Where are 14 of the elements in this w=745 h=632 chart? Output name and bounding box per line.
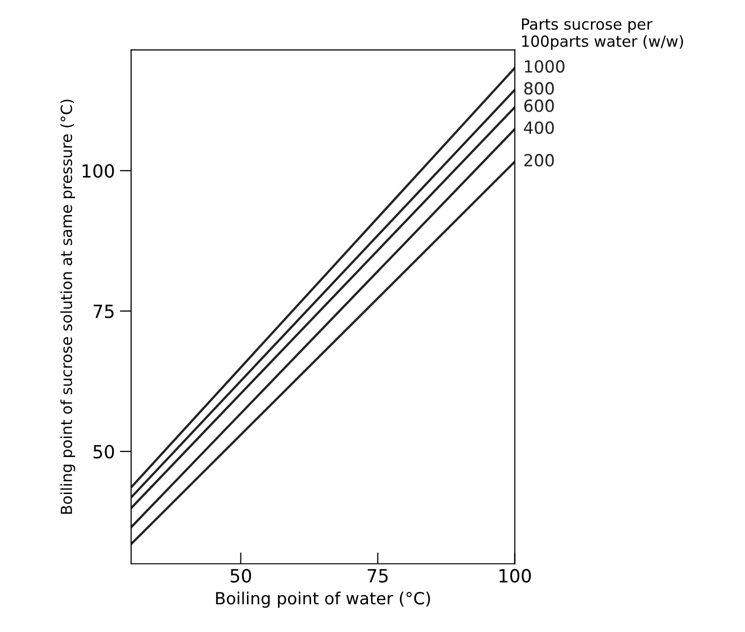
y-axis-title: Boiling point of sucrose solution at same pressure (°C)	[60, 100, 76, 514]
legend-title: Parts sucrose per 100parts water (w/w)	[522, 18, 683, 50]
x-tick-label: 75	[368, 569, 388, 583]
x-tick-label: 100	[500, 568, 531, 583]
x-tick-label: 50	[230, 568, 252, 583]
y-tick-label: 75	[94, 304, 114, 318]
series-label: 1000	[524, 60, 564, 73]
series-label: 400	[524, 121, 554, 134]
series-label: 200	[524, 154, 554, 167]
series-label: 800	[524, 82, 554, 95]
series-label: 600	[524, 99, 554, 112]
y-tick-label: 50	[94, 444, 114, 459]
y-tick-label: 100	[82, 164, 114, 178]
x-axis-title: Boiling point of water (°C)	[216, 592, 430, 608]
